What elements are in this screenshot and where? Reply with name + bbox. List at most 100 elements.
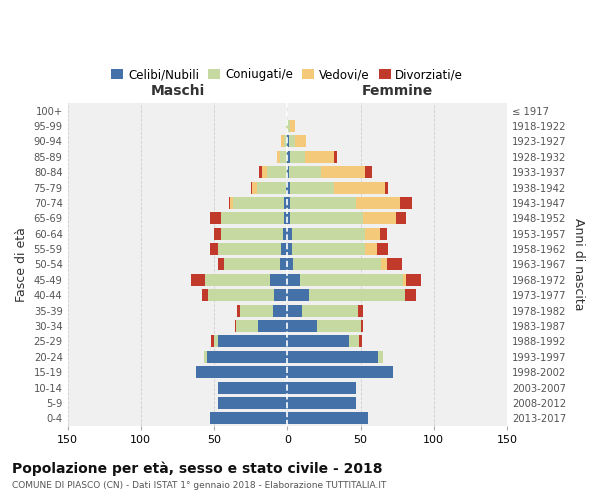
Bar	[258, 320, 287, 332]
Bar	[286, 120, 287, 132]
Bar	[241, 304, 272, 316]
Bar	[380, 228, 387, 239]
Bar	[205, 274, 270, 286]
Bar	[287, 366, 393, 378]
Bar	[281, 136, 284, 147]
Bar	[396, 212, 406, 224]
Bar	[287, 351, 378, 363]
Bar	[287, 228, 292, 239]
Bar	[287, 258, 293, 270]
Bar	[280, 258, 287, 270]
Bar	[209, 243, 218, 255]
Bar	[292, 228, 365, 239]
Bar	[257, 182, 286, 194]
Bar	[208, 289, 274, 301]
Bar	[233, 197, 284, 209]
Bar	[281, 243, 287, 255]
Bar	[277, 151, 280, 163]
Bar	[235, 320, 236, 332]
Bar	[218, 243, 281, 255]
Bar	[259, 166, 262, 178]
Bar	[361, 320, 364, 332]
Bar	[229, 197, 230, 209]
Bar	[359, 336, 362, 347]
Bar	[214, 336, 218, 347]
Bar	[365, 243, 377, 255]
Legend: Celibi/Nubili, Coniugati/e, Vedovi/e, Divorziati/e: Celibi/Nubili, Coniugati/e, Vedovi/e, Di…	[107, 64, 468, 86]
Bar	[274, 289, 287, 301]
Bar	[287, 412, 368, 424]
Bar	[218, 336, 287, 347]
Bar	[238, 304, 241, 316]
Bar	[262, 166, 267, 178]
Text: Popolazione per età, sesso e stato civile - 2018: Popolazione per età, sesso e stato civil…	[12, 461, 383, 475]
Bar	[290, 120, 295, 132]
Bar	[309, 289, 404, 301]
Bar	[406, 274, 421, 286]
Bar	[287, 382, 356, 394]
Bar	[230, 197, 233, 209]
Bar	[290, 197, 356, 209]
Bar	[209, 412, 287, 424]
Bar	[364, 212, 396, 224]
Bar	[385, 182, 388, 194]
Bar	[287, 182, 290, 194]
Bar	[270, 274, 287, 286]
Text: Maschi: Maschi	[151, 84, 205, 98]
Bar	[224, 258, 280, 270]
Text: COMUNE DI PIASCO (CN) - Dati ISTAT 1° gennaio 2018 - Elaborazione TUTTITALIA.IT: COMUNE DI PIASCO (CN) - Dati ISTAT 1° ge…	[12, 480, 386, 490]
Bar	[287, 289, 309, 301]
Bar	[301, 274, 403, 286]
Bar	[290, 151, 305, 163]
Bar	[356, 197, 400, 209]
Bar	[284, 197, 287, 209]
Bar	[287, 304, 302, 316]
Bar	[252, 182, 257, 194]
Bar	[196, 366, 287, 378]
Bar	[358, 304, 364, 316]
Bar	[295, 136, 307, 147]
Bar	[272, 304, 287, 316]
Bar	[290, 212, 364, 224]
Bar	[211, 336, 214, 347]
Bar	[404, 289, 416, 301]
Bar	[287, 197, 290, 209]
Bar	[302, 304, 358, 316]
Bar	[377, 243, 388, 255]
Y-axis label: Anni di nascita: Anni di nascita	[572, 218, 585, 310]
Bar	[283, 228, 287, 239]
Bar	[290, 182, 334, 194]
Bar	[334, 151, 337, 163]
Bar	[221, 212, 284, 224]
Bar	[289, 166, 321, 178]
Bar	[287, 136, 289, 147]
Bar	[287, 212, 290, 224]
Bar	[381, 258, 387, 270]
Bar	[365, 166, 372, 178]
Bar	[280, 151, 287, 163]
Bar	[287, 320, 317, 332]
Bar	[218, 397, 287, 409]
Bar	[251, 182, 252, 194]
Bar	[287, 120, 290, 132]
Bar	[287, 151, 290, 163]
Bar	[287, 274, 301, 286]
Bar	[267, 166, 287, 178]
Bar	[378, 351, 383, 363]
Bar	[321, 166, 365, 178]
Bar	[284, 136, 287, 147]
Bar	[236, 320, 258, 332]
Bar	[284, 212, 287, 224]
Text: Femmine: Femmine	[362, 84, 433, 98]
Bar	[334, 182, 385, 194]
Bar	[403, 274, 406, 286]
Bar	[365, 228, 380, 239]
Bar	[305, 151, 334, 163]
Bar	[221, 228, 283, 239]
Bar	[286, 182, 287, 194]
Bar	[293, 258, 381, 270]
Y-axis label: Fasce di età: Fasce di età	[15, 227, 28, 302]
Bar	[287, 397, 356, 409]
Bar	[218, 382, 287, 394]
Bar	[317, 320, 361, 332]
